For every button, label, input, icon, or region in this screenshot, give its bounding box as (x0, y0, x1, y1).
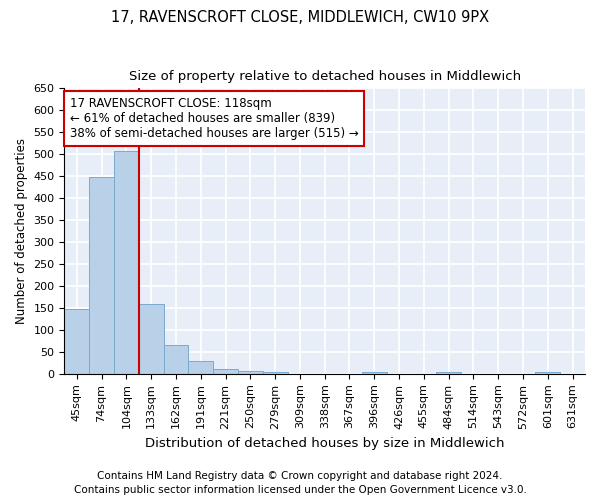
Bar (436, 372, 461, 374)
Bar (114, 150, 139, 374)
Bar (263, 372, 287, 374)
Bar (139, 304, 164, 374)
Bar (238, 370, 263, 374)
Bar (89, 176, 114, 374)
Y-axis label: Number of detached properties: Number of detached properties (15, 138, 28, 324)
Bar (535, 372, 560, 374)
Bar (188, 360, 213, 374)
Bar (362, 372, 386, 374)
Bar (213, 368, 238, 374)
X-axis label: Distribution of detached houses by size in Middlewich: Distribution of detached houses by size … (145, 437, 505, 450)
Title: Size of property relative to detached houses in Middlewich: Size of property relative to detached ho… (128, 70, 521, 83)
Text: 17, RAVENSCROFT CLOSE, MIDDLEWICH, CW10 9PX: 17, RAVENSCROFT CLOSE, MIDDLEWICH, CW10 … (111, 10, 489, 25)
Text: Contains HM Land Registry data © Crown copyright and database right 2024.
Contai: Contains HM Land Registry data © Crown c… (74, 471, 526, 495)
Bar (64, 309, 89, 374)
Text: 17 RAVENSCROFT CLOSE: 118sqm
← 61% of detached houses are smaller (839)
38% of s: 17 RAVENSCROFT CLOSE: 118sqm ← 61% of de… (70, 97, 358, 140)
Bar (164, 346, 188, 374)
